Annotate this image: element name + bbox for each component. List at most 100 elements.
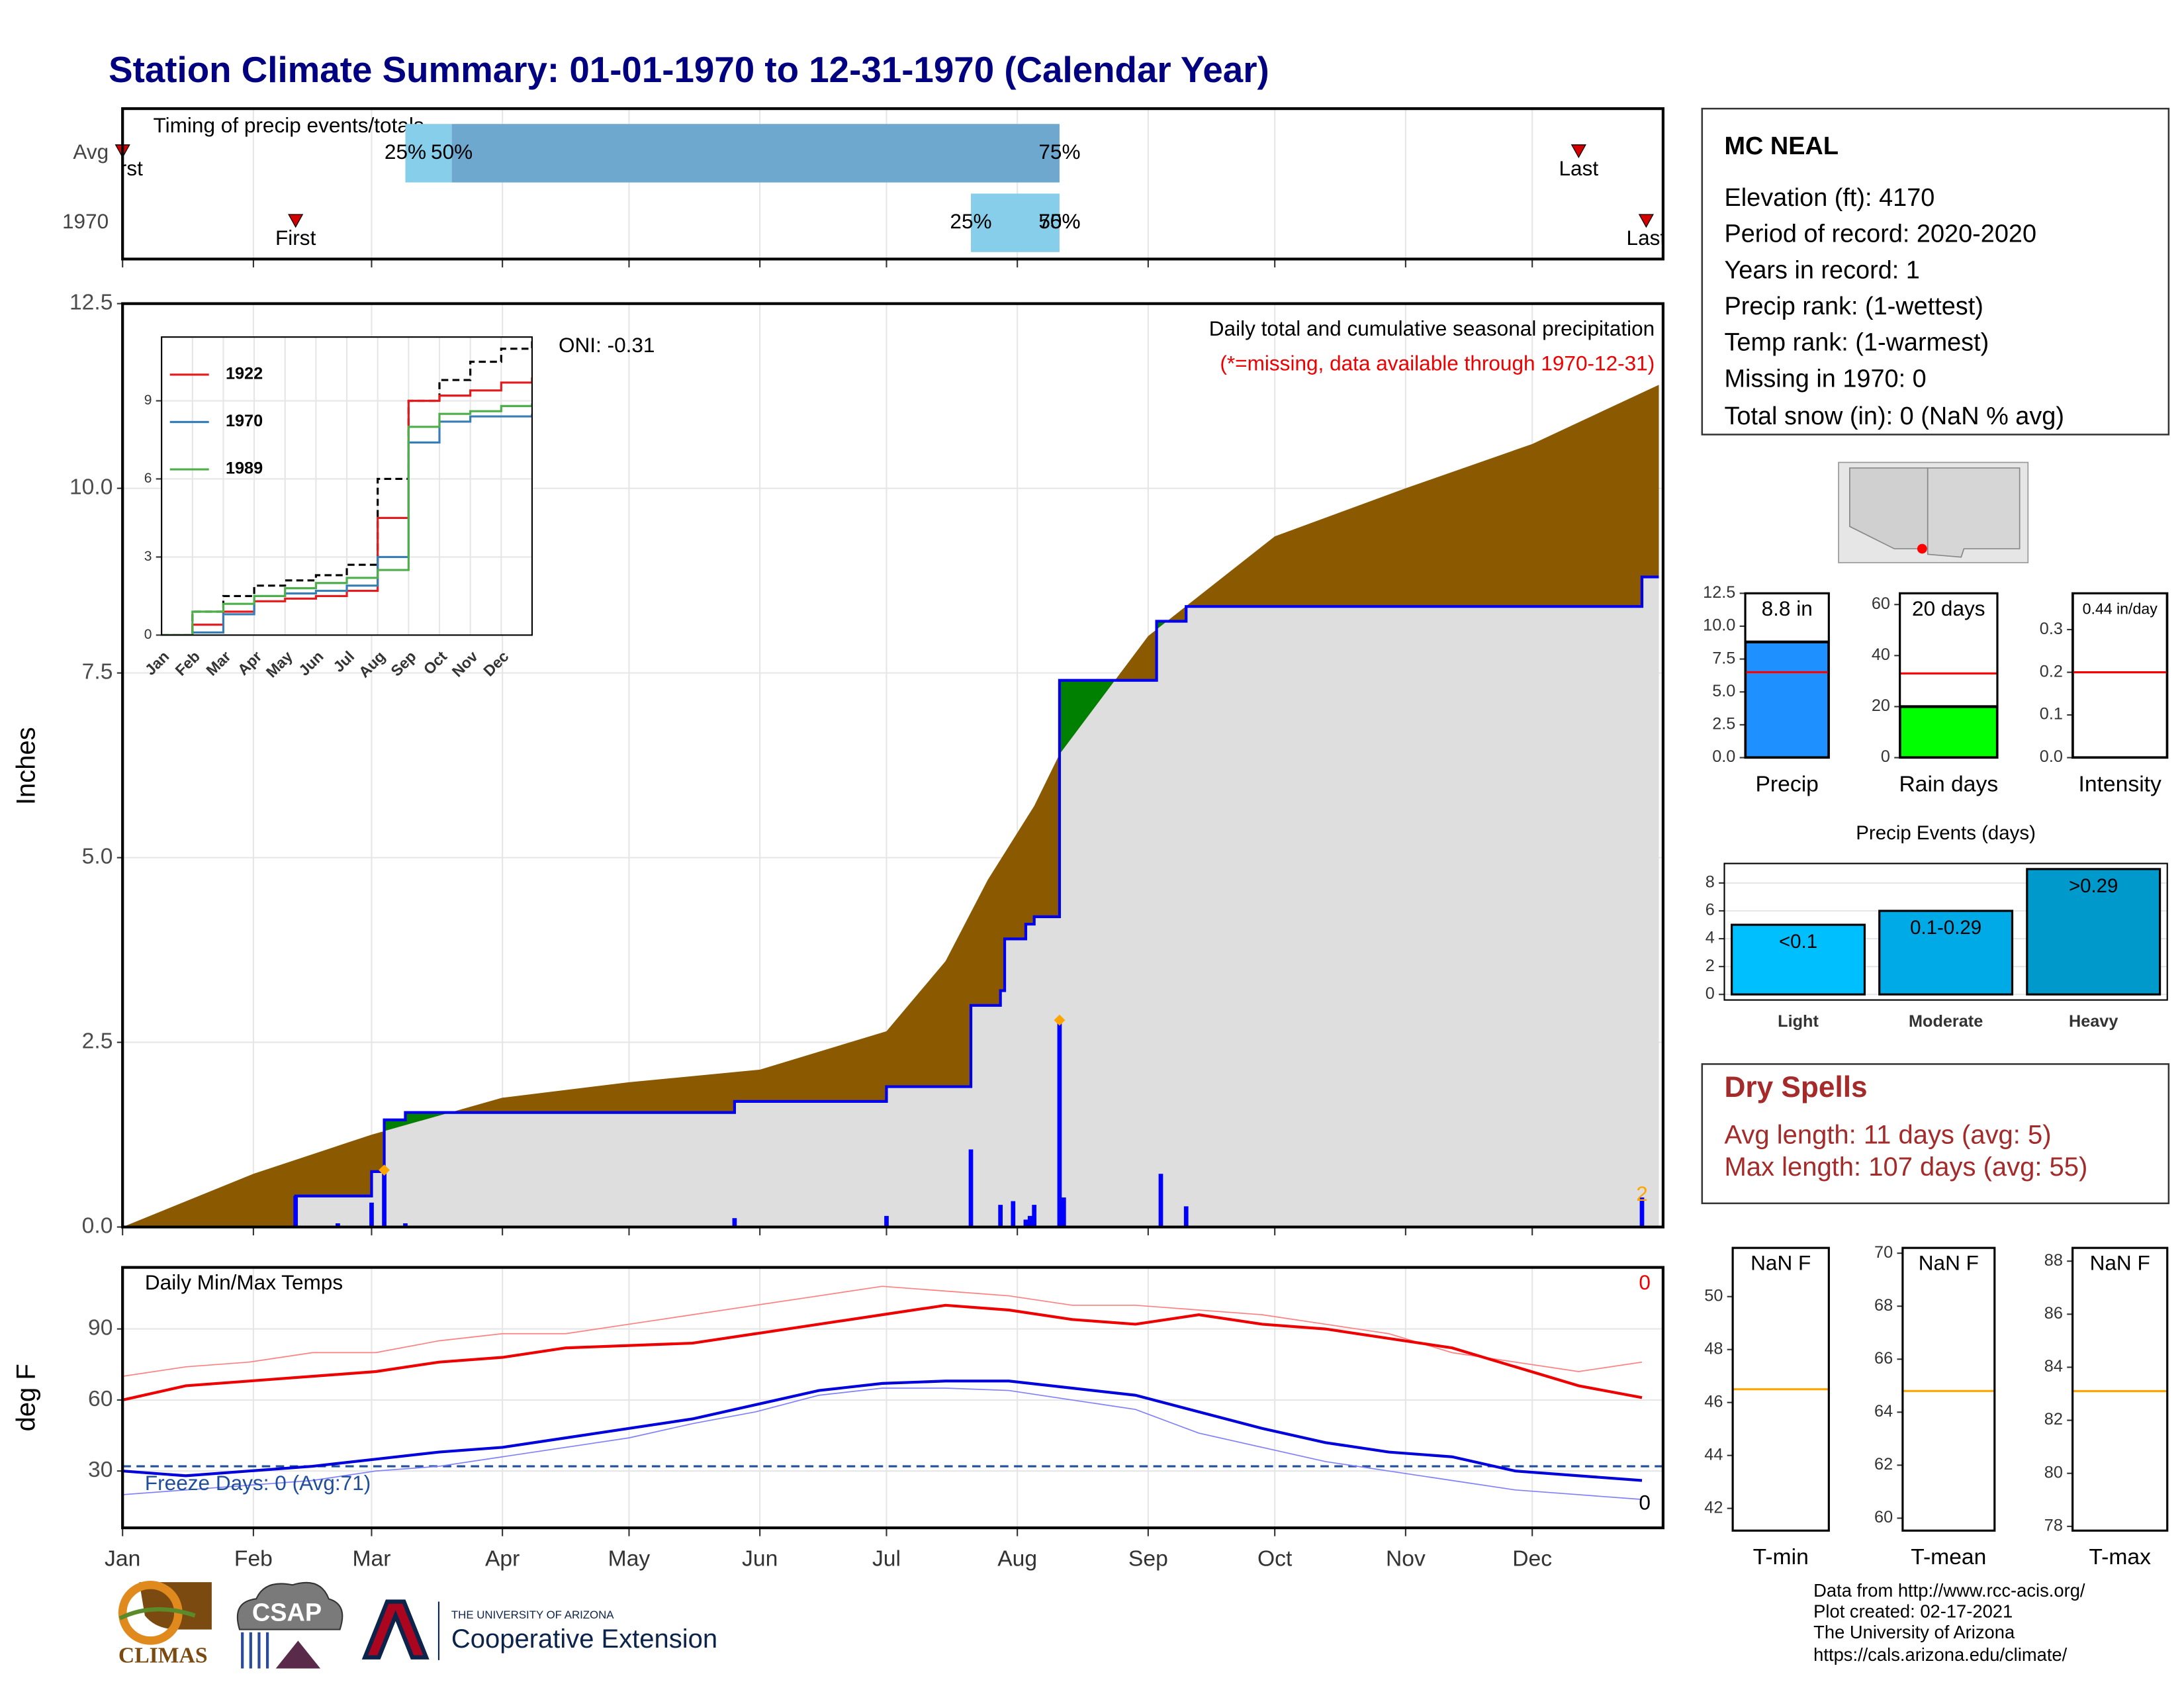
y-tick-label: 90: [88, 1315, 113, 1340]
bar-label: 0.44 in/day: [2083, 600, 2158, 618]
info-box: [1701, 107, 2170, 436]
event-marker: [1638, 214, 1654, 228]
daily-bar: [1158, 1174, 1163, 1227]
y-tick-label: 84: [2044, 1357, 2063, 1376]
bin-label: >0.29: [2069, 875, 2118, 897]
y-tick-label: 9: [144, 393, 152, 408]
plot-background: [2072, 1248, 2167, 1531]
y-tick-label: 2: [1706, 957, 1715, 975]
climas-logo: CLIMAS: [118, 1580, 212, 1667]
x-tick-label: Aug: [997, 1546, 1037, 1571]
x-tick-label: Apr: [234, 647, 265, 679]
x-tick-label: May: [263, 647, 296, 680]
event-marker: [1570, 144, 1586, 159]
y-tick-label: 0.1: [2040, 705, 2063, 724]
y-tick-label: 5.0: [82, 845, 113, 869]
x-tick-label: Nov: [449, 647, 481, 680]
locator-map: [1838, 461, 2029, 563]
y-tick-label: 60: [1874, 1508, 1893, 1526]
plot-frame: [161, 336, 533, 636]
y-tick-label: 0: [144, 627, 152, 642]
plot-frame: [121, 302, 1664, 1229]
max-marker: [1054, 1014, 1066, 1026]
category-label: Heavy: [2069, 1012, 2118, 1031]
y-tick-label: 46: [1704, 1392, 1723, 1411]
daily-bar: [1011, 1201, 1016, 1227]
x-tick-label: May: [608, 1546, 651, 1571]
plot-frame: [1744, 592, 1830, 759]
panel-title: Timing of precip events/totals: [154, 113, 424, 137]
series-line: [161, 403, 532, 635]
plot-frame: [121, 1266, 1664, 1530]
percent-label: 50%: [1038, 209, 1080, 233]
daily-bar: [1027, 1215, 1032, 1227]
y-tick-label: 4: [1706, 929, 1715, 947]
plot-area: [122, 385, 1659, 1227]
bar: [1878, 910, 2014, 996]
plot-lines: [161, 341, 532, 635]
daily-bar: [336, 1223, 340, 1227]
category-label: T-mean: [1911, 1545, 1986, 1570]
x-tick-label: Mar: [203, 647, 234, 679]
percent-label: 75%: [1038, 140, 1080, 164]
daily-bar: [1061, 1197, 1066, 1227]
category-label: Moderate: [1909, 1012, 1983, 1031]
category-label: Rain days: [1899, 773, 1998, 797]
daily-bar: [884, 1215, 889, 1227]
x-tick-label: Sep: [1128, 1546, 1168, 1571]
y-tick-label: 8: [1706, 873, 1715, 892]
credit-line: Data from http://www.rcc-acis.org/: [1813, 1580, 2085, 1601]
category-label: Precip: [1755, 773, 1818, 797]
legend-label: 1989: [226, 459, 263, 478]
event-label: First: [103, 156, 144, 180]
oni-label: ONI: -0.31: [559, 333, 655, 357]
x-tick-label: Jan: [105, 1546, 140, 1571]
daily-bar: [1639, 1197, 1645, 1227]
category-label: Light: [1778, 1012, 1819, 1031]
legend-label: 1922: [226, 365, 263, 383]
bar: [1745, 640, 1829, 758]
y-tick-label: 60: [1872, 594, 1890, 613]
y-axis-label: Inches: [12, 727, 41, 805]
x-tick-label: Mar: [352, 1546, 390, 1571]
bin-label: 0.1-0.29: [1910, 917, 1981, 939]
below-fill: [122, 577, 1659, 1227]
series-line: [161, 341, 532, 635]
y-tick-label: 6: [144, 471, 152, 486]
y-tick-label: 0.2: [2040, 662, 2063, 680]
plot-lines: [122, 1286, 1663, 1500]
bar: [2026, 868, 2161, 996]
percent-label: 50%: [431, 140, 473, 164]
count-label: 0: [1639, 1491, 1651, 1515]
credit-line: https://cals.arizona.edu/climate/: [1813, 1644, 2067, 1665]
percent-label: 25%: [950, 209, 991, 233]
x-tick-label: Feb: [172, 647, 203, 679]
bar: [2072, 593, 2167, 758]
x-tick-label: Dec: [480, 647, 512, 679]
panel-title: Daily total and cumulative seasonal prec…: [1209, 316, 1655, 340]
y-tick-label: 64: [1874, 1402, 1893, 1421]
info-line: Precip rank: (1-wettest): [1724, 293, 1983, 320]
row-label: 1970: [62, 209, 109, 233]
daily-bar: [1057, 1020, 1062, 1227]
y-tick-label: 0: [1881, 747, 1890, 766]
y-tick-label: 0.0: [1712, 747, 1735, 766]
credit-line: The University of Arizona: [1813, 1622, 2015, 1642]
y-tick-label: 20: [1872, 696, 1890, 715]
x-tick-label: Jul: [330, 647, 357, 675]
plot-frame: [1901, 1246, 1996, 1532]
info-line: Period of record: 2020-2020: [1724, 220, 2036, 248]
station-name: MC NEAL: [1724, 132, 1838, 160]
x-tick-label: Oct: [1257, 1546, 1293, 1571]
logo-text: Cooperative Extension: [451, 1624, 717, 1654]
y-tick-label: 30: [88, 1458, 113, 1482]
x-tick-label: Jul: [872, 1546, 901, 1571]
y-tick-label: 2.5: [1712, 715, 1735, 733]
logo-text: CSAP: [252, 1599, 322, 1626]
plot-frame: [1723, 863, 2168, 1001]
y-tick-label: 78: [2044, 1517, 2063, 1535]
info-line: Total snow (in): 0 (NaN % avg): [1724, 402, 2064, 430]
daily-bar: [1032, 1205, 1037, 1227]
daily-bar: [732, 1218, 737, 1227]
x-tick-label: Jun: [295, 647, 326, 679]
